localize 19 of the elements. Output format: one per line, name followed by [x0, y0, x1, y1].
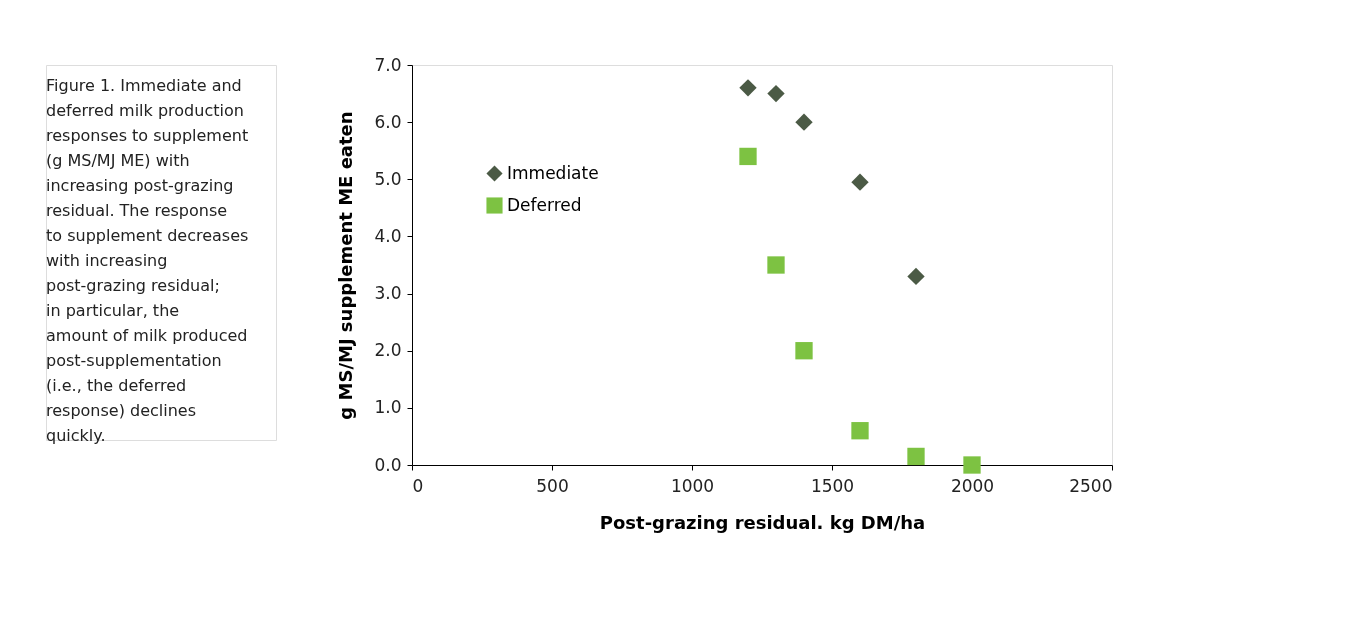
x-tick-label: 500 [536, 475, 569, 496]
x-tick-label: 1500 [810, 475, 855, 496]
legend-label: Immediate [507, 162, 599, 183]
y-tick-label: 2.0 [374, 340, 402, 361]
x-tick-label: 1000 [670, 475, 715, 496]
legend-label: Deferred [507, 194, 582, 215]
text: Figure 1. Immediate and deferred milk production responses to supplement (g MS/MJ ME) with increasing post-grazing residual. The response to supplement decreases with increasing post-grazing residual; in particular, the amount of milk produced post-supplementation (i.e., the deferred response) declines quickly. [46, 75, 249, 445]
y-axis-title: g MS/MJ supplement ME eaten [335, 111, 357, 420]
x-tick-label: 2500 [1069, 475, 1113, 496]
y-tick-label: 7.0 [374, 54, 402, 75]
x-tick-label: 0 [412, 475, 424, 496]
y-tick-label: 5.0 [374, 168, 402, 189]
y-tick-label: 4.0 [374, 225, 402, 246]
y-tick-label: 6.0 [374, 111, 402, 132]
y-tick-label: 3.0 [374, 283, 402, 304]
y-tick-label: 1.0 [374, 397, 402, 418]
x-axis-title: Post-grazing residual. kg DM/ha [599, 511, 926, 533]
y-tick-label: 0.0 [374, 454, 402, 475]
x-tick-label: 2000 [950, 475, 995, 496]
